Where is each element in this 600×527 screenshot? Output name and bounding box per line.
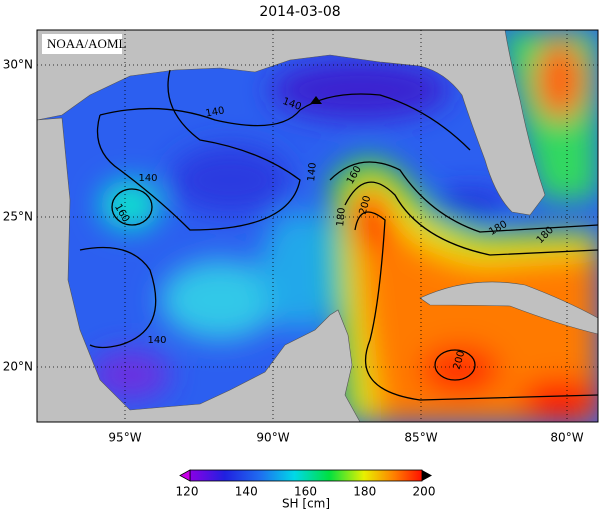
source: NOAA/AOML: [47, 36, 127, 51]
colorbar-ticks: 120 140 160 180 200: [176, 485, 436, 499]
contours: [79, 69, 598, 401]
contour-label: 140: [306, 162, 319, 182]
title: 2014-03-08: [259, 4, 340, 20]
contour-label: 200: [452, 349, 468, 370]
lon-label: 80°W: [550, 431, 583, 445]
lat-label: 25°N: [3, 210, 33, 224]
colorbar-ramp: [189, 469, 423, 482]
colorbar-label: SH [cm]: [282, 497, 330, 511]
colorbar: 120 140 160 180 200 SH [cm]: [176, 469, 436, 511]
lat-labels: 30°N 25°N 20°N: [3, 58, 33, 374]
colorbar-low-end: [179, 469, 191, 482]
lon-label: 85°W: [404, 431, 437, 445]
contour-label: 140: [138, 173, 157, 184]
lat-label: 30°N: [3, 58, 33, 72]
colorbar-tick-label: 200: [413, 485, 436, 499]
colorbar-tick-label: 140: [235, 485, 258, 499]
lon-labels: 95°W 90°W 85°W 80°W: [108, 431, 583, 445]
contour-label: 200: [358, 194, 374, 215]
contour-label: 180: [335, 207, 348, 227]
lat-label: 20°N: [3, 360, 33, 374]
graticule: [37, 30, 598, 422]
source-box: [42, 34, 122, 54]
colorbar-tick-label: 180: [353, 485, 376, 499]
map-frame: [36, 29, 599, 423]
contour-label: 140: [205, 105, 226, 119]
colorbar-high-end: [422, 470, 432, 481]
lon-label: 95°W: [108, 431, 141, 445]
colorbar-tick-label: 120: [176, 485, 199, 499]
station-marker: [310, 96, 322, 104]
contour-label: 140: [147, 335, 166, 346]
colorbar-tick-label: 160: [294, 485, 317, 499]
lon-label: 90°W: [256, 431, 289, 445]
